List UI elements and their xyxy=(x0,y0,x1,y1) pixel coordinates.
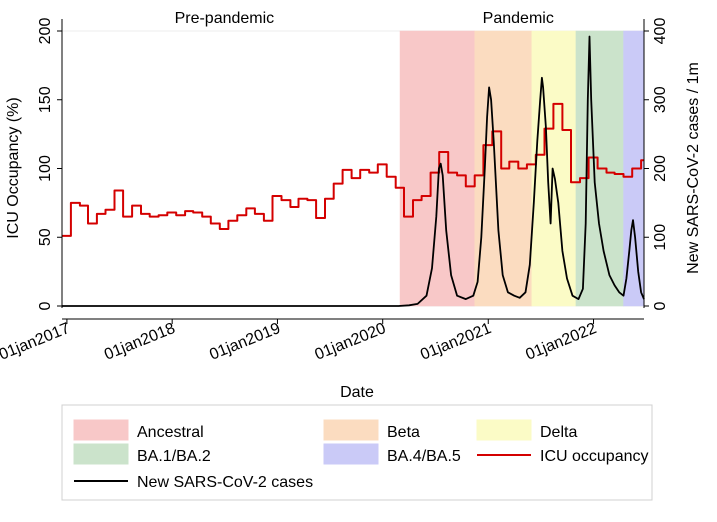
legend-swatch-ancestral xyxy=(73,419,129,441)
series-line-new-sars-cov-2-cases xyxy=(62,35,645,307)
legend-swatch-ba-4-ba-5 xyxy=(323,443,379,465)
y-tick-label-left: 200 xyxy=(37,18,54,45)
y-tick-label-right: 400 xyxy=(652,18,669,45)
legend-label-new-sars-cov-2-cases: New SARS-CoV-2 cases xyxy=(137,474,313,491)
x-axis-label: Date xyxy=(340,384,374,401)
legend: Ancestral Beta Delta BA.1/BA.2 BA.4/BA.5 ICU … xyxy=(61,404,653,501)
y-tick-label-right: 0 xyxy=(652,301,669,310)
y-tick-label-right: 200 xyxy=(652,155,669,182)
period-label-pre-pandemic: Pre-pandemic xyxy=(175,10,275,27)
plot-series xyxy=(62,35,645,307)
band-delta xyxy=(531,30,577,307)
y-tick-label-left: 100 xyxy=(37,155,54,182)
series-line-icu-occupancy xyxy=(62,102,644,237)
band-ancestral xyxy=(399,30,475,307)
legend-label-icu-occupancy: ICU occupancy xyxy=(540,448,649,465)
legend-swatch-beta xyxy=(323,419,379,441)
legend-label-ba-4-ba-5: BA.4/BA.5 xyxy=(387,448,461,465)
y-tick-label-left: 0 xyxy=(37,301,54,310)
y-axis-label-left: ICU Occupancy (%) xyxy=(5,97,22,238)
legend-label-beta: Beta xyxy=(387,424,420,441)
legend-label-delta: Delta xyxy=(540,424,577,441)
period-label-pandemic: Pandemic xyxy=(483,10,554,27)
y-axis-label-right: New SARS-CoV-2 cases / 1m xyxy=(685,62,702,274)
legend-label-ba-1-ba-2: BA.1/BA.2 xyxy=(137,448,211,465)
y-tick-label-left: 150 xyxy=(37,86,54,113)
legend-swatch-delta xyxy=(476,419,532,441)
y-tick-label-left: 50 xyxy=(37,228,54,246)
y-tick-label-right: 100 xyxy=(652,224,669,251)
variant-bands xyxy=(61,30,645,307)
legend-label-ancestral: Ancestral xyxy=(137,424,204,441)
y-tick-label-right: 300 xyxy=(652,86,669,113)
legend-swatch-ba-1-ba-2 xyxy=(73,443,129,465)
period-labels: Pre-pandemic Pandemic xyxy=(175,10,554,27)
